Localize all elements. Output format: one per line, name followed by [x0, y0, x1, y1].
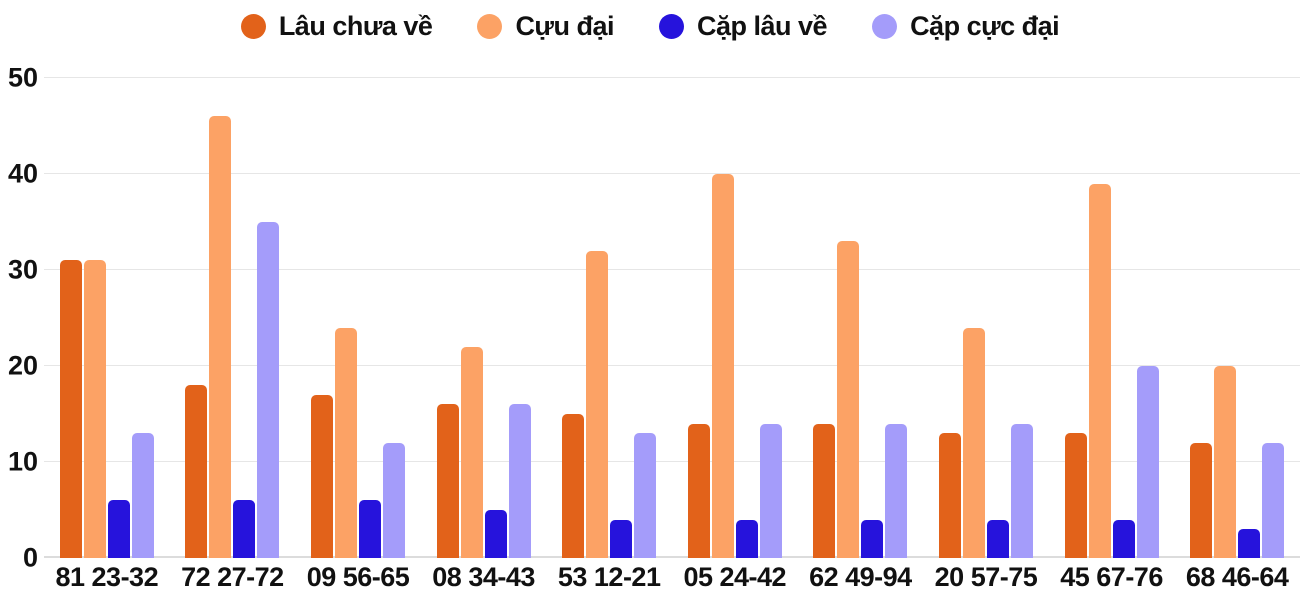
y-axis-tick: 20	[7, 350, 38, 381]
y-axis-tick: 50	[7, 62, 38, 93]
bar[interactable]	[107, 500, 130, 558]
bar[interactable]	[508, 404, 531, 558]
bar[interactable]	[711, 174, 734, 558]
bar-group	[672, 78, 798, 558]
legend-label: Cựu đại	[515, 10, 614, 41]
legend-swatch-icon	[477, 13, 503, 39]
bar-group	[798, 78, 924, 558]
x-axis-label: 68 46-64	[1185, 562, 1289, 592]
bar[interactable]	[334, 327, 357, 558]
legend-label: Cặp lâu về	[697, 10, 828, 41]
gridline	[44, 77, 1300, 78]
bar[interactable]	[634, 433, 657, 558]
y-axis-tick: 0	[22, 542, 38, 573]
x-axis-label: 81 23-32	[55, 562, 159, 592]
bar-groups	[44, 78, 1300, 558]
x-axis-label: 09 56-65	[306, 562, 410, 592]
bar-group	[546, 78, 672, 558]
bar-group	[44, 78, 170, 558]
legend-item-2[interactable]: Cựu đại	[477, 11, 614, 42]
bar[interactable]	[1262, 442, 1285, 558]
plot-area	[44, 77, 1300, 558]
x-axis-label: 62 49-94	[809, 562, 912, 592]
bar[interactable]	[484, 510, 507, 558]
legend: Lâu chưa về Cựu đại Cặp lâu về Cặp cực đại	[0, 10, 1300, 42]
bar[interactable]	[586, 250, 609, 558]
bar[interactable]	[986, 519, 1009, 558]
bar[interactable]	[735, 519, 758, 558]
legend-swatch-icon	[872, 13, 898, 39]
x-axis-labels: 81 23-32 72 27-72 09 56-65 08 34-43 53 12-21…	[44, 562, 1300, 592]
gridline	[44, 173, 1300, 174]
bar[interactable]	[209, 116, 232, 558]
y-axis-tick: 40	[7, 158, 38, 189]
bar[interactable]	[185, 385, 208, 558]
bar[interactable]	[813, 423, 836, 558]
bar[interactable]	[382, 442, 405, 558]
gridline	[44, 365, 1300, 366]
bar[interactable]	[257, 222, 280, 558]
bar[interactable]	[1088, 183, 1111, 558]
bar[interactable]	[861, 519, 884, 558]
legend-item-3[interactable]: Cặp lâu về	[659, 10, 828, 42]
bar-group	[923, 78, 1049, 558]
legend-label: Cặp cực đại	[910, 10, 1060, 41]
bar[interactable]	[1214, 366, 1237, 558]
bar-group	[170, 78, 296, 558]
bar-group	[295, 78, 421, 558]
x-axis-label: 20 57-75	[934, 562, 1038, 592]
bar[interactable]	[1064, 433, 1087, 558]
x-axis-label: 72 27-72	[181, 562, 284, 592]
bar-group	[1049, 78, 1175, 558]
bar[interactable]	[938, 433, 961, 558]
gridline	[44, 269, 1300, 270]
bar[interactable]	[460, 346, 483, 558]
bar-group	[421, 78, 547, 558]
bar[interactable]	[358, 500, 381, 558]
bar[interactable]	[233, 500, 256, 558]
legend-swatch-icon	[240, 13, 266, 39]
bar[interactable]	[562, 414, 585, 558]
bar[interactable]	[59, 260, 82, 558]
bar[interactable]	[1238, 529, 1261, 558]
y-axis-tick: 10	[7, 446, 38, 477]
bar[interactable]	[83, 260, 106, 558]
bar[interactable]	[759, 423, 782, 558]
bar[interactable]	[1112, 519, 1135, 558]
legend-item-1[interactable]: Lâu chưa về	[240, 10, 433, 42]
bar-group	[1174, 78, 1300, 558]
bar[interactable]	[436, 404, 459, 558]
bar[interactable]	[687, 423, 710, 558]
bar[interactable]	[962, 327, 985, 558]
x-axis-line	[44, 556, 1300, 558]
legend-label: Lâu chưa về	[278, 10, 433, 41]
bar[interactable]	[1010, 423, 1033, 558]
x-axis-label: 05 24-42	[683, 562, 787, 592]
bar[interactable]	[885, 423, 908, 558]
y-axis-tick: 30	[7, 254, 38, 285]
y-axis: 0 10 20 30 40 50	[0, 64, 38, 571]
bar[interactable]	[1136, 366, 1159, 558]
bar[interactable]	[131, 433, 154, 558]
bar[interactable]	[310, 394, 333, 558]
bar[interactable]	[610, 519, 633, 558]
bar[interactable]	[1190, 442, 1213, 558]
x-axis-label: 53 12-21	[557, 562, 661, 592]
bar[interactable]	[837, 241, 860, 558]
x-axis-label: 08 34-43	[432, 562, 535, 592]
x-axis-label: 45 67-76	[1060, 562, 1163, 592]
legend-item-4[interactable]: Cặp cực đại	[872, 10, 1060, 42]
gridline	[44, 461, 1300, 462]
legend-swatch-icon	[659, 13, 684, 39]
